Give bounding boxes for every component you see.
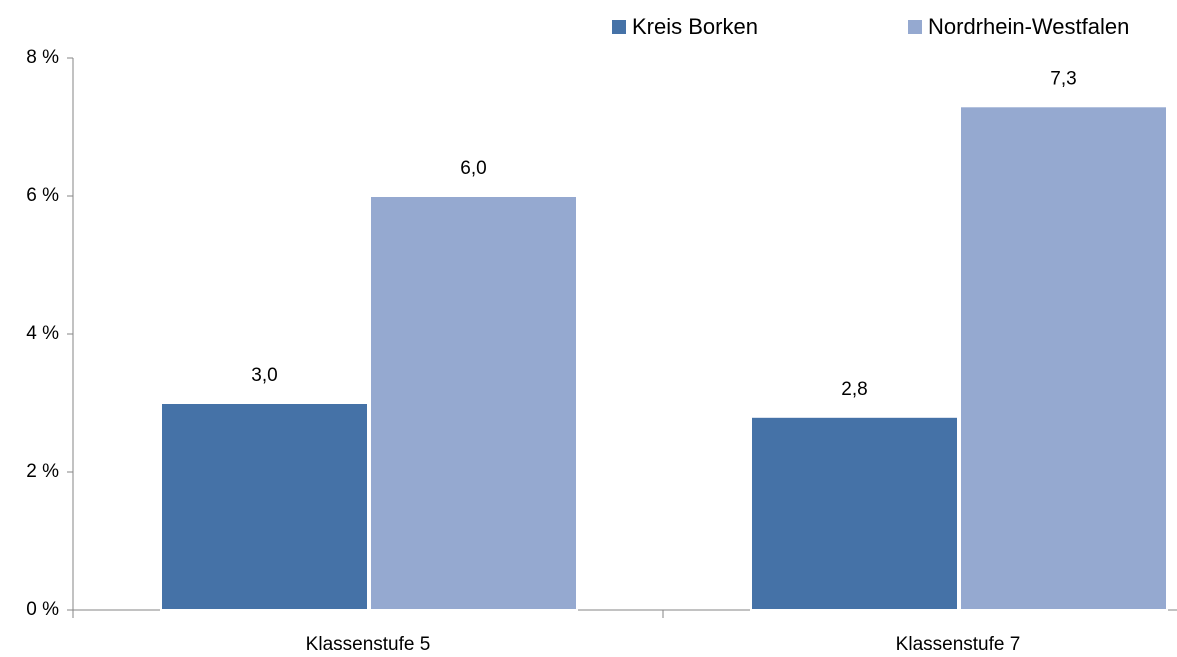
x-tick-label: Klassenstufe 7 <box>896 634 1021 655</box>
bar <box>369 195 578 611</box>
y-tick-label: 4 % <box>26 323 59 344</box>
bar <box>959 105 1168 612</box>
y-tick-label: 2 % <box>26 461 59 482</box>
legend-label: Nordrhein-Westfalen <box>928 14 1129 39</box>
y-tick-label: 8 % <box>26 47 59 68</box>
legend-label: Kreis Borken <box>632 14 758 39</box>
value-label: 2,8 <box>841 379 867 400</box>
value-label: 3,0 <box>251 365 277 386</box>
bar <box>160 402 369 611</box>
value-label: 6,0 <box>460 158 486 179</box>
bar <box>750 415 959 611</box>
y-tick-label: 6 % <box>26 185 59 206</box>
value-label: 7,3 <box>1050 68 1076 89</box>
legend-swatch <box>908 20 922 34</box>
x-tick-label: Klassenstufe 5 <box>306 634 431 655</box>
legend-swatch <box>612 20 626 34</box>
y-tick-label: 0 % <box>26 599 59 620</box>
